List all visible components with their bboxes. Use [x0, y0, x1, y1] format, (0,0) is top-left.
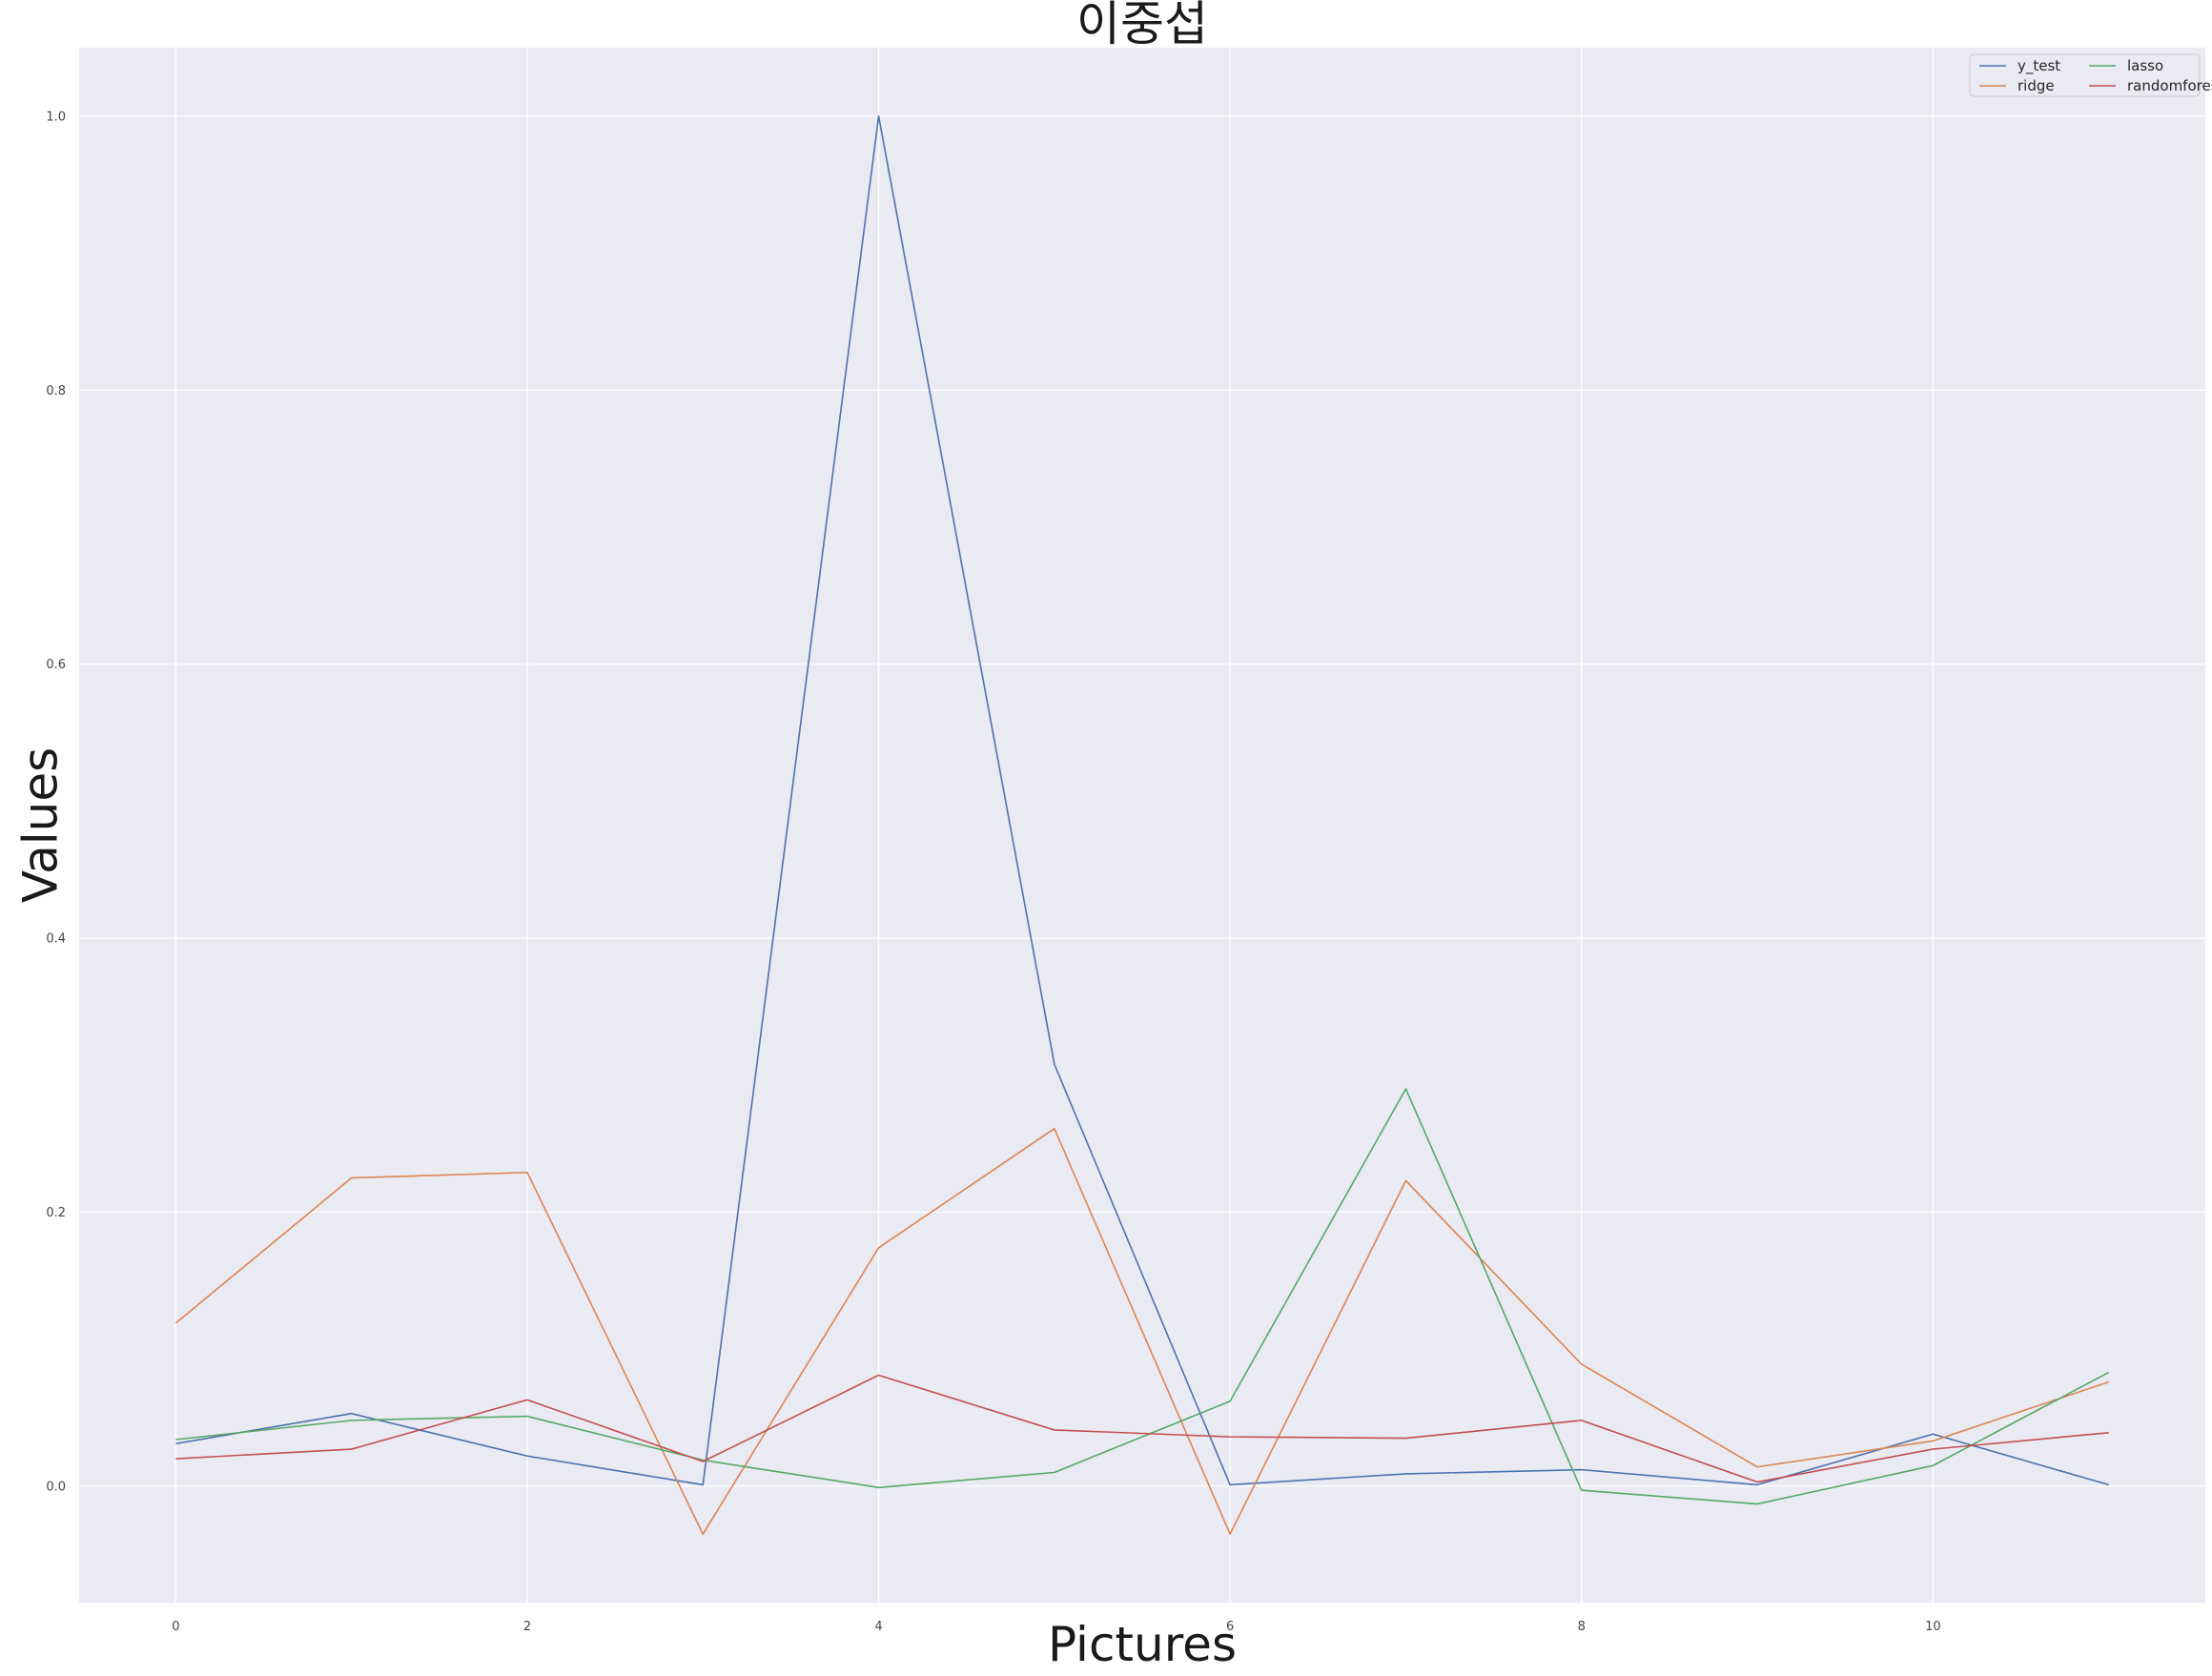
series-line-ridge [174, 1127, 2109, 1535]
y-axis-label: Values [13, 747, 69, 903]
legend-label-ridge: ridge [2017, 77, 2055, 94]
y-tick-label: 1.0 [46, 110, 66, 124]
y-tick-label: 0.4 [46, 932, 66, 947]
tick-layer: 0 2 4 6 8 10 0.0 0.2 0.4 0.6 0.8 1.0 [46, 110, 1940, 1634]
legend-label-y_test: y_test [2017, 57, 2060, 75]
x-axis-label: Pictures [1048, 1617, 1237, 1671]
x-tick-label: 0 [172, 1620, 179, 1634]
series-line-randomforest [175, 1374, 2109, 1483]
grid-layer [79, 48, 2205, 1603]
series-line-lasso [175, 1088, 2110, 1505]
x-tick-label: 8 [1578, 1620, 1586, 1634]
y-tick-label: 0.8 [46, 384, 66, 399]
y-tick-label: 0.2 [46, 1206, 66, 1220]
series-layer [174, 115, 2110, 1535]
legend-label-lasso: lasso [2127, 57, 2163, 74]
x-tick-label: 10 [1925, 1620, 1941, 1634]
y-tick-label: 0.0 [46, 1480, 66, 1494]
x-tick-label: 2 [523, 1620, 531, 1634]
legend-label-randomforest: randomforest [2127, 77, 2212, 94]
chart-title: 이중섭 [1076, 0, 1208, 51]
x-tick-label: 6 [1226, 1620, 1234, 1634]
legend-box [1969, 53, 2201, 97]
plot-background [79, 48, 2205, 1603]
y-tick-label: 0.6 [46, 658, 66, 672]
x-tick-label: 4 [874, 1620, 882, 1634]
